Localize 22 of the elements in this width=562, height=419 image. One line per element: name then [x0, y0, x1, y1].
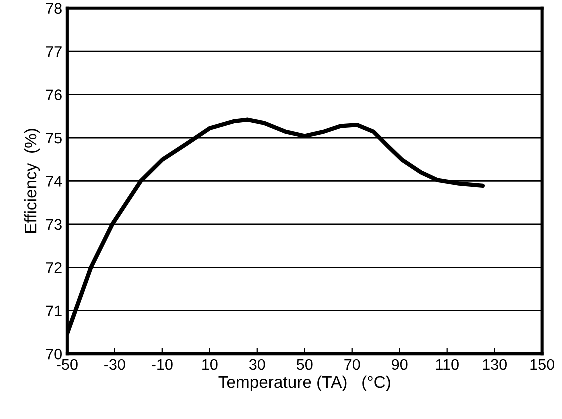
- x-tick-label: 110: [436, 359, 459, 370]
- y-tick-label: 75: [46, 133, 62, 144]
- y-tick-label: 72: [46, 262, 62, 274]
- y-tick-label: 73: [46, 219, 62, 230]
- x-tick-label: -30: [104, 359, 126, 370]
- y-tick-label: 74: [46, 176, 62, 187]
- x-tick-label: 30: [249, 359, 266, 370]
- x-tick-label: 130: [483, 359, 507, 370]
- x-tick-label: 50: [297, 359, 313, 370]
- x-tick-label: 70: [344, 359, 360, 370]
- x-tick-label: 150: [530, 359, 554, 370]
- x-tick-label: 10: [202, 359, 218, 370]
- x-axis-title: Temperature (TA) (°C): [218, 376, 390, 392]
- x-tick-label: -50: [57, 359, 78, 370]
- y-tick-label: 76: [46, 90, 62, 100]
- x-tick-label: 90: [392, 359, 408, 370]
- y-tick-label: 78: [46, 3, 62, 14]
- x-tick-label: -10: [152, 359, 173, 370]
- y-axis-title: Efficiency (%): [24, 129, 40, 233]
- y-tick-label: 71: [46, 306, 62, 316]
- y-tick-label: 77: [46, 46, 62, 58]
- y-tick-label: 70: [46, 348, 62, 360]
